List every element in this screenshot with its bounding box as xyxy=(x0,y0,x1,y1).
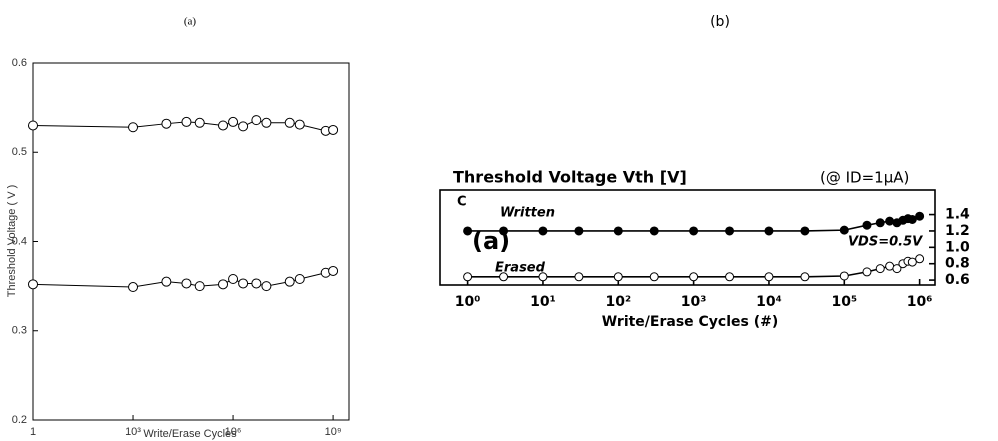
data-point xyxy=(574,272,584,282)
x-tick-label: 1 xyxy=(30,426,36,438)
x-tick-label: 10³ xyxy=(681,294,707,310)
y-tick-label: 0.2 xyxy=(12,414,27,426)
data-point xyxy=(261,117,272,128)
data-point xyxy=(181,278,192,289)
data-point xyxy=(28,120,38,131)
chart-title: Threshold Voltage Vth [V] xyxy=(453,168,687,187)
y-tick-label: 1.2 xyxy=(945,223,970,239)
plot-frame xyxy=(32,62,350,421)
data-point xyxy=(915,211,925,221)
data-point xyxy=(764,226,774,236)
data-point xyxy=(839,271,849,281)
data-point xyxy=(251,278,262,289)
x-tick-label: 10⁰ xyxy=(455,294,481,310)
data-point xyxy=(800,226,810,236)
data-point xyxy=(875,218,885,228)
annotation: VDS=0.5V xyxy=(848,235,923,250)
x-tick-label: 10⁶ xyxy=(907,294,933,310)
y-tick-label: 0.5 xyxy=(12,146,27,158)
panel-b: (b) 0.60.81.01.21.4 10⁰ 10¹ 10² 10³ 10⁴ 10⁵ 10⁶ W… xyxy=(439,14,970,330)
annotation: Written xyxy=(500,206,555,221)
x-tick-label: 10⁴ xyxy=(756,294,782,310)
data-point xyxy=(284,117,295,128)
data-point xyxy=(128,282,139,293)
data-point xyxy=(294,119,305,130)
data-point xyxy=(194,117,205,128)
data-point xyxy=(907,257,917,267)
data-point xyxy=(649,272,659,282)
y-tick-label: 1.4 xyxy=(945,207,970,223)
x-tick-label: 10⁶ xyxy=(225,426,242,438)
data-point xyxy=(907,214,917,224)
data-point xyxy=(892,264,902,274)
y-tick-label: 0.8 xyxy=(945,256,970,272)
data-point xyxy=(181,116,192,127)
y-tick-label: 0.3 xyxy=(12,325,27,337)
data-point xyxy=(862,267,872,277)
data-point xyxy=(463,226,473,236)
data-point xyxy=(862,220,872,230)
data-point xyxy=(915,254,925,264)
data-point xyxy=(284,276,295,287)
y-tick-label: 0.6 xyxy=(12,57,27,69)
x-axis-label: Write/Erase Cycles xyxy=(143,428,237,440)
x-axis-label: Write/Erase Cycles (#) xyxy=(602,314,779,330)
data-point xyxy=(764,272,774,282)
x-tick-label: 10² xyxy=(605,294,631,310)
data-point xyxy=(238,278,249,289)
data-point xyxy=(538,272,548,282)
data-point xyxy=(725,226,735,236)
data-point xyxy=(574,226,584,236)
data-point xyxy=(128,122,139,133)
data-point xyxy=(885,216,895,226)
data-point xyxy=(463,272,473,282)
annotation: Erased xyxy=(495,261,546,276)
data-point xyxy=(499,226,509,236)
panel-label: (a) xyxy=(184,16,197,28)
data-point xyxy=(238,121,249,132)
data-point xyxy=(328,124,339,135)
x-tick-label: 10⁹ xyxy=(325,426,342,438)
y-axis-label: Threshold Voltage ( V ) xyxy=(6,185,18,298)
data-point xyxy=(499,272,509,282)
data-point xyxy=(261,281,272,292)
y-tick-label: 0.6 xyxy=(945,272,970,288)
data-point xyxy=(875,264,885,274)
data-point xyxy=(218,279,229,290)
data-point xyxy=(28,279,38,290)
data-point xyxy=(161,118,172,129)
data-point xyxy=(800,272,810,282)
data-point xyxy=(725,272,735,282)
panel-a: (a) 0.2 0.3 0.4 0.5 0.6 1 10³ 10⁶ 10⁹ Write/Erase … xyxy=(6,16,350,440)
data-point xyxy=(689,226,699,236)
plot-frame xyxy=(439,189,936,286)
chart-subtitle: (@ ID=1μA) xyxy=(820,169,909,187)
annotation: C xyxy=(457,195,467,210)
data-point xyxy=(194,281,205,292)
data-point xyxy=(613,226,623,236)
data-point xyxy=(613,272,623,282)
data-point xyxy=(228,116,239,127)
data-point xyxy=(538,226,548,236)
panel-label: (b) xyxy=(710,14,730,30)
data-point xyxy=(228,273,239,284)
data-point xyxy=(218,120,229,131)
data-point xyxy=(328,265,339,276)
y-tick-label: 1.0 xyxy=(945,239,970,255)
data-point xyxy=(251,115,262,126)
data-point xyxy=(885,261,895,271)
x-tick-label: 10³ xyxy=(125,426,141,438)
data-point xyxy=(161,276,172,287)
data-point xyxy=(294,273,305,284)
data-point xyxy=(839,225,849,235)
x-tick-label: 10⁵ xyxy=(831,294,857,310)
y-tick-label: 0.4 xyxy=(12,235,27,247)
data-point xyxy=(689,272,699,282)
x-tick-label: 10¹ xyxy=(530,294,556,310)
data-point xyxy=(649,226,659,236)
